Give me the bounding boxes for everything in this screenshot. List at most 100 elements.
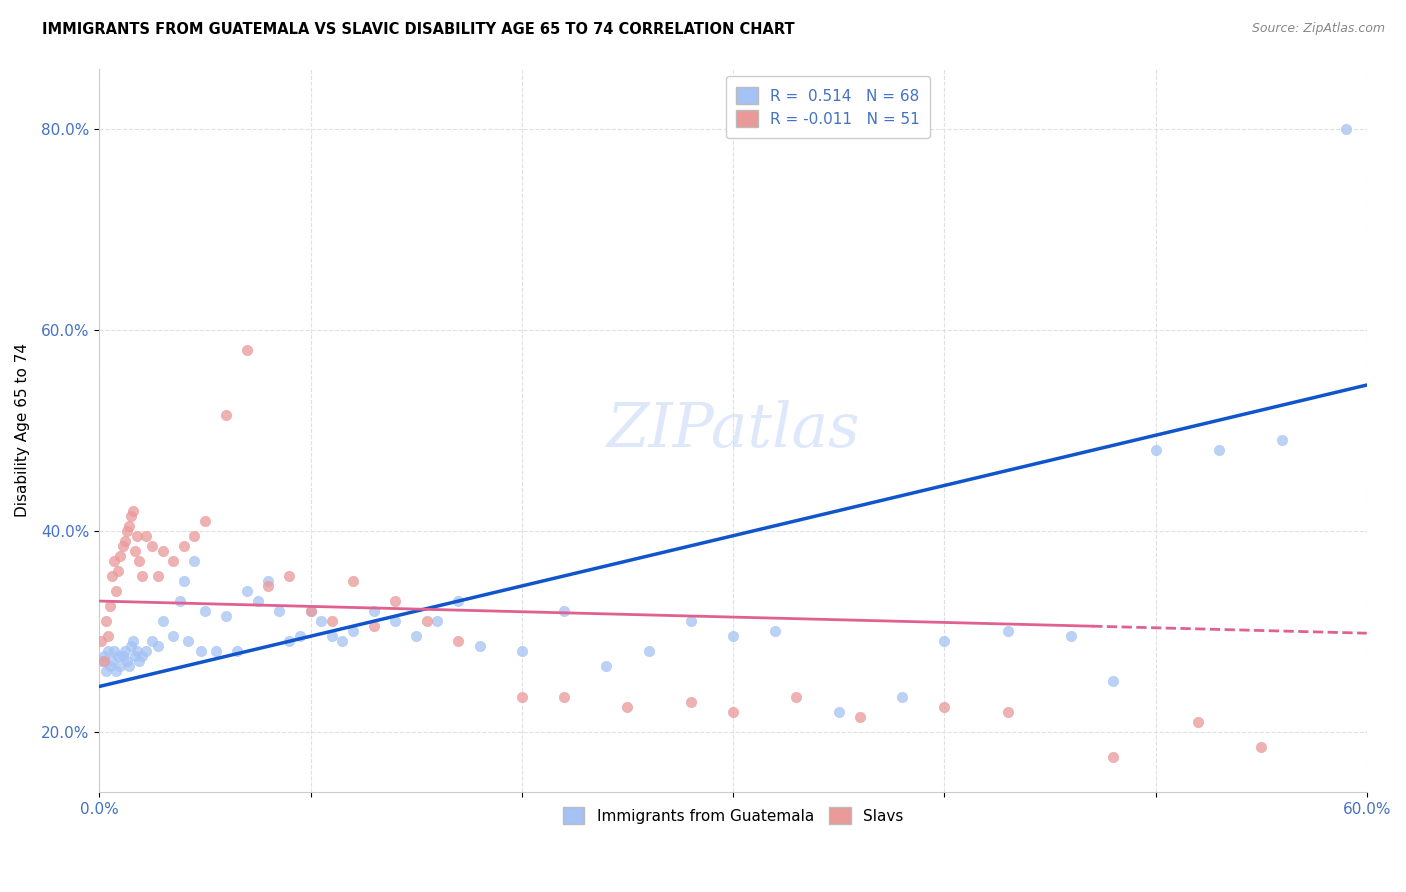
Point	[128, 554, 150, 568]
Point	[1208, 443, 1230, 458]
Point	[384, 594, 406, 608]
Point	[827, 705, 849, 719]
Point	[616, 699, 638, 714]
Point	[110, 659, 132, 673]
Point	[169, 594, 191, 608]
Point	[141, 634, 163, 648]
Point	[321, 629, 343, 643]
Point	[785, 690, 807, 704]
Point	[405, 629, 427, 643]
Point	[299, 604, 322, 618]
Point	[342, 624, 364, 639]
Point	[246, 594, 269, 608]
Point	[101, 654, 124, 668]
Point	[173, 574, 195, 588]
Point	[934, 699, 956, 714]
Point	[510, 644, 533, 658]
Point	[93, 654, 115, 668]
Point	[107, 649, 129, 664]
Point	[721, 705, 744, 719]
Point	[934, 634, 956, 648]
Point	[721, 629, 744, 643]
Point	[120, 508, 142, 523]
Point	[679, 614, 702, 628]
Point	[127, 529, 149, 543]
Point	[111, 539, 134, 553]
Point	[1250, 739, 1272, 754]
Point	[135, 529, 157, 543]
Point	[183, 554, 205, 568]
Point	[468, 640, 491, 654]
Point	[236, 584, 259, 599]
Point	[278, 634, 301, 648]
Point	[183, 529, 205, 543]
Point	[225, 644, 247, 658]
Y-axis label: Disability Age 65 to 74: Disability Age 65 to 74	[15, 343, 30, 517]
Point	[194, 514, 217, 528]
Point	[101, 569, 124, 583]
Point	[105, 665, 128, 679]
Point	[110, 549, 132, 563]
Point	[342, 574, 364, 588]
Point	[384, 614, 406, 628]
Point	[416, 614, 439, 628]
Point	[330, 634, 353, 648]
Point	[1144, 443, 1167, 458]
Point	[148, 640, 170, 654]
Point	[97, 629, 120, 643]
Point	[98, 659, 121, 673]
Point	[111, 649, 134, 664]
Point	[93, 649, 115, 664]
Point	[190, 644, 212, 658]
Point	[510, 690, 533, 704]
Point	[97, 644, 120, 658]
Point	[152, 544, 174, 558]
Point	[267, 604, 290, 618]
Text: ZIPatlas: ZIPatlas	[606, 401, 860, 460]
Point	[553, 690, 575, 704]
Point	[120, 640, 142, 654]
Point	[162, 554, 184, 568]
Point	[1271, 434, 1294, 448]
Point	[107, 564, 129, 578]
Point	[194, 604, 217, 618]
Point	[215, 609, 238, 624]
Point	[321, 614, 343, 628]
Point	[177, 634, 200, 648]
Point	[679, 694, 702, 708]
Point	[135, 644, 157, 658]
Point	[103, 644, 125, 658]
Point	[426, 614, 449, 628]
Point	[1102, 674, 1125, 689]
Point	[90, 654, 112, 668]
Point	[162, 629, 184, 643]
Point	[997, 624, 1019, 639]
Point	[124, 649, 146, 664]
Text: IMMIGRANTS FROM GUATEMALA VS SLAVIC DISABILITY AGE 65 TO 74 CORRELATION CHART: IMMIGRANTS FROM GUATEMALA VS SLAVIC DISA…	[42, 22, 794, 37]
Point	[94, 665, 117, 679]
Point	[131, 649, 153, 664]
Point	[105, 584, 128, 599]
Point	[114, 644, 136, 658]
Point	[891, 690, 914, 704]
Point	[637, 644, 659, 658]
Point	[131, 569, 153, 583]
Point	[94, 614, 117, 628]
Point	[1102, 749, 1125, 764]
Point	[215, 408, 238, 422]
Point	[363, 619, 385, 633]
Point	[553, 604, 575, 618]
Point	[1334, 121, 1357, 136]
Point	[114, 533, 136, 548]
Point	[236, 343, 259, 357]
Point	[278, 569, 301, 583]
Point	[363, 604, 385, 618]
Point	[1060, 629, 1083, 643]
Point	[309, 614, 332, 628]
Point	[124, 544, 146, 558]
Point	[447, 594, 470, 608]
Point	[128, 654, 150, 668]
Point	[299, 604, 322, 618]
Point	[257, 579, 280, 593]
Point	[122, 503, 145, 517]
